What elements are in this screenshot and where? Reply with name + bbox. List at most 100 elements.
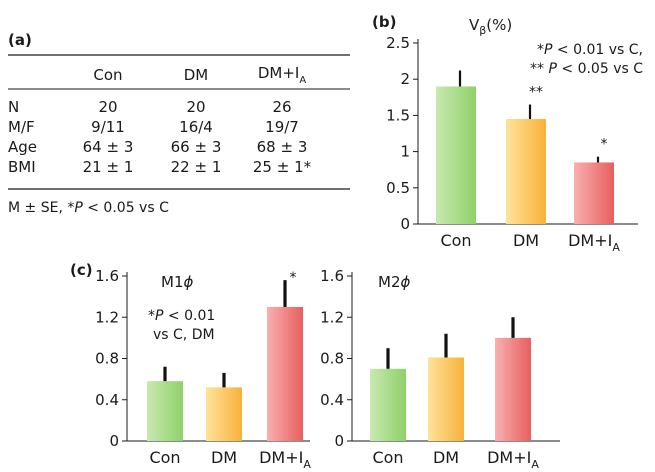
x-tick-label: DM+IA — [487, 448, 539, 471]
y-tick-label: 0.5 — [386, 179, 410, 197]
table-body: N 20 20 26 M/F 9/11 16/4 19/7 Age 64 ± 3 66 ± 3 68 … — [8, 98, 312, 176]
note-prefix: ** — [530, 61, 548, 77]
x-tick-label-main: DM+I — [259, 448, 303, 467]
bar-dmia — [574, 162, 614, 224]
table-cell: 22 ± 1 — [171, 158, 222, 176]
table-header-dm: DM — [184, 66, 209, 84]
note-p: P — [155, 308, 164, 324]
title-main: M2 — [378, 273, 401, 291]
x-tick-label: DM — [211, 448, 237, 467]
panel-b-title-main: V — [469, 16, 480, 34]
panel-b-title-tail: (%) — [486, 16, 512, 34]
y-tick-label: 0.8 — [95, 350, 119, 368]
x-tick-label: DM — [513, 231, 539, 250]
note-p: P — [544, 42, 553, 58]
table-footnote-prefix: M ± SE, * — [8, 200, 74, 216]
x-tick-label-main: DM+I — [487, 448, 531, 467]
y-tick-label: 1.5 — [386, 106, 410, 124]
table-cell: 68 ± 3 — [257, 138, 308, 156]
bar-dmia — [495, 337, 531, 441]
table-cell: 21 ± 1 — [83, 158, 134, 176]
table-row-label: BMI — [8, 158, 36, 176]
panel-a-table: (a) Con DM DM+IA N 20 20 26 M/F 9/11 16/4 19/7 A… — [8, 31, 350, 216]
table-row-label: N — [8, 98, 19, 116]
bar-con — [370, 368, 406, 441]
table-cell: 20 — [186, 98, 205, 116]
table-header-dmia-main: DM+I — [258, 64, 299, 82]
y-tick-label: 1.2 — [320, 308, 344, 326]
table-cell: 9/11 — [91, 118, 125, 136]
table-footnote-p: P — [74, 200, 83, 216]
y-tick-label: 2 — [400, 70, 410, 88]
bar-con — [436, 86, 476, 224]
title-phi: ϕ — [401, 273, 411, 291]
y-tick-label: 0.4 — [320, 391, 344, 409]
x-tick-label-main: Con — [440, 231, 471, 250]
title-main: M1 — [161, 273, 184, 291]
x-tick-label: Con — [372, 448, 403, 467]
panel-c-m2-title: M2ϕ — [378, 273, 411, 291]
table-cell: 20 — [98, 98, 117, 116]
note-rest: vs C, DM — [153, 327, 215, 343]
y-tick-label: 0.8 — [320, 350, 344, 368]
table-cell: 64 ± 3 — [83, 138, 134, 156]
panel-c-m1-title: M1ϕ — [161, 273, 194, 291]
x-tick-label: Con — [149, 448, 180, 467]
y-tick-label: 0 — [400, 215, 410, 233]
table-footnote: M ± SE, *P < 0.05 vs C — [8, 200, 169, 216]
x-tick-label-main: DM — [433, 448, 459, 467]
x-tick-label: DM+IA — [259, 448, 311, 471]
note-prefix: * — [148, 308, 155, 324]
table-cell: 16/4 — [179, 118, 213, 136]
table-header-con: Con — [93, 66, 122, 84]
x-tick-label-main: DM+I — [568, 231, 612, 250]
panel-c-note: *P < 0.01 — [148, 308, 215, 324]
table-cell: 19/7 — [265, 118, 299, 136]
y-tick-label: 1 — [400, 143, 410, 161]
table-header-dmia-sub: A — [299, 75, 306, 86]
bar-dmia — [267, 306, 303, 441]
table-cell: 66 ± 3 — [171, 138, 222, 156]
x-tick-label-sub: A — [531, 458, 539, 471]
panel-b-label: (b) — [372, 13, 396, 31]
panel-b-note: ** P < 0.05 vs C — [530, 61, 643, 77]
panel-b-title: Vβ(%) — [469, 16, 512, 37]
bar-dm — [506, 119, 546, 224]
y-tick-label: 0 — [334, 432, 344, 450]
x-tick-label: Con — [440, 231, 471, 250]
x-tick-label-sub: A — [612, 241, 620, 254]
x-tick-label: DM+IA — [568, 231, 620, 254]
x-tick-label-main: Con — [149, 448, 180, 467]
note-prefix: * — [537, 42, 544, 58]
table-row-label: M/F — [8, 118, 35, 136]
x-tick-label-main: DM — [211, 448, 237, 467]
panel-a-label: (a) — [8, 31, 32, 49]
table-cell: 26 — [272, 98, 291, 116]
x-tick-label: DM — [433, 448, 459, 467]
y-tick-label: 2.5 — [386, 34, 410, 52]
table-cell: 25 ± 1* — [253, 158, 312, 176]
y-tick-label: 1.2 — [95, 308, 119, 326]
y-tick-label: 0.4 — [95, 391, 119, 409]
x-tick-label-main: DM — [513, 231, 539, 250]
panel-b-title-sub: β — [479, 24, 486, 37]
y-tick-label: 1.6 — [320, 267, 344, 285]
panel-c-note: vs C, DM — [153, 327, 215, 343]
y-tick-label: 0 — [109, 432, 119, 450]
note-rest: < 0.01 vs C, — [552, 42, 643, 58]
table-footnote-rest: < 0.05 vs C — [83, 200, 169, 216]
bar-dm — [428, 357, 464, 441]
x-tick-label-sub: A — [303, 458, 311, 471]
panel-c-label: (c) — [70, 261, 93, 279]
significance-marker: * — [601, 137, 608, 153]
note-p: P — [548, 61, 557, 77]
panel-c-m2-chart: 0 0.4 0.8 1.2 1.6 Con DM DM+IA M2ϕ — [320, 267, 560, 471]
x-tick-label-main: Con — [372, 448, 403, 467]
table-header-dmia: DM+IA — [258, 64, 306, 86]
bar-con — [147, 381, 183, 441]
note-rest: < 0.01 — [163, 308, 215, 324]
note-rest: < 0.05 vs C — [557, 61, 643, 77]
